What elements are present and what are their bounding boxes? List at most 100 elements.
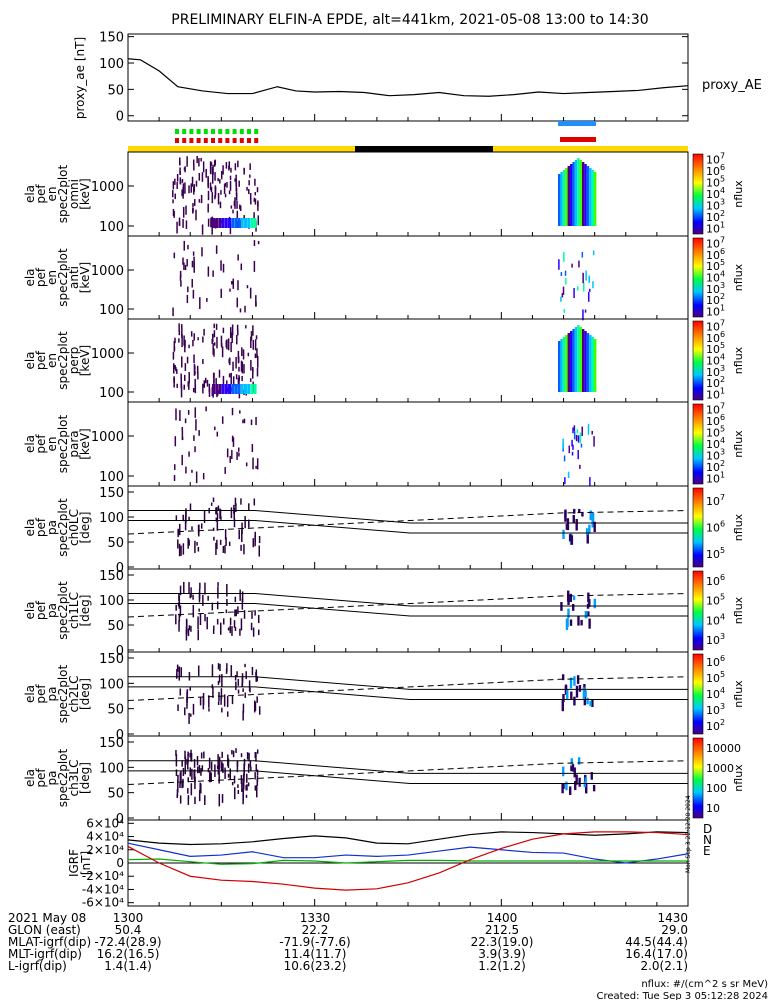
pa-streak-ch1LC xyxy=(175,614,177,625)
pa-streak-ch1LC xyxy=(189,594,191,599)
pa-streak-ch0LC xyxy=(216,518,219,531)
spec-event-anti xyxy=(561,293,564,298)
spec-streak-omni xyxy=(236,200,238,209)
pa-streak-ch0LC xyxy=(215,542,217,555)
footer-row-value: 50.4 xyxy=(115,923,142,937)
spec-streak-para xyxy=(232,437,235,447)
zone-red-dash xyxy=(175,138,179,143)
figure-title: PRELIMINARY ELFIN-A EPDE, alt=441km, 202… xyxy=(171,12,648,28)
pa-streak-ch0LC xyxy=(175,515,178,521)
ylabel-line-para: ela xyxy=(23,435,37,453)
spec-streak-perp xyxy=(197,337,199,341)
spec-streak-para xyxy=(238,452,240,457)
spec-band-perp xyxy=(221,384,225,394)
pa-event-ch3LC xyxy=(571,764,575,772)
pa-streak-ch3LC xyxy=(191,768,193,780)
spec-event-para xyxy=(589,477,591,487)
pa-streak-ch3LC xyxy=(256,775,259,782)
spec-streak-perp xyxy=(173,340,176,352)
pa-streak-ch3LC xyxy=(204,795,206,805)
spec-streak-omni xyxy=(181,189,183,197)
spec-streak-perp xyxy=(202,358,204,364)
pa-streak-ch0LC xyxy=(235,503,237,513)
pa-streak-ch0LC xyxy=(213,536,215,541)
spec-streak-omni xyxy=(198,199,201,203)
igrf-ylabel-line: IGRF xyxy=(67,849,81,877)
spec-streak-anti xyxy=(240,263,243,271)
spec-streak-anti xyxy=(249,287,252,299)
pa-streak-ch1LC xyxy=(179,605,182,617)
spec-streak-anti xyxy=(179,270,182,278)
spec-streak-omni xyxy=(207,190,210,201)
spec-streak-perp xyxy=(193,363,196,376)
spec-streak-omni xyxy=(220,171,223,180)
pa-streak-ch1LC xyxy=(235,609,238,617)
spec-streak-omni xyxy=(195,209,197,221)
pa-event-ch1LC xyxy=(588,599,591,607)
spec-streak-omni xyxy=(224,182,226,187)
spec-event-anti xyxy=(564,270,567,276)
pa-event-ch3LC xyxy=(575,774,578,785)
pa-streak-ch2LC xyxy=(221,674,223,687)
pa-streak-ch1LC xyxy=(198,608,200,612)
igrf-series-E xyxy=(127,858,688,865)
spec-streak-para xyxy=(242,419,244,424)
spec-streak-perp xyxy=(178,338,180,343)
spec-streak-para xyxy=(193,435,195,441)
pa-streak-ch1LC xyxy=(178,595,181,609)
pa-streak-ch3LC xyxy=(200,768,202,772)
spec-streak-perp xyxy=(204,377,207,384)
spec-streak-para xyxy=(245,462,248,467)
pa-streak-ch3LC xyxy=(246,752,249,760)
spec-streak-anti xyxy=(199,297,201,310)
pa-streak-ch0LC xyxy=(182,514,184,522)
spec-streak-anti xyxy=(183,262,185,270)
proxy-ae-ytick-label: 150 xyxy=(99,31,124,46)
spec-event-anti xyxy=(558,259,560,270)
spec-streak-perp xyxy=(236,324,239,331)
pa-event-ch2LC xyxy=(575,685,579,698)
spec-event-perp xyxy=(572,329,575,392)
spec-streak-perp xyxy=(176,369,178,374)
spec-streak-perp xyxy=(221,346,224,358)
spec-streak-omni xyxy=(223,184,226,194)
spec-streak-perp xyxy=(181,356,183,368)
pa-event-ch1LC xyxy=(580,619,583,626)
colorbar-tick-ch3LC: 10000 xyxy=(706,742,741,755)
pa-streak-ch1LC xyxy=(250,622,253,631)
ylabel-line-anti: spec2plot xyxy=(56,248,70,307)
footer-row-value: 22.2 xyxy=(302,923,329,937)
spec-event-perp xyxy=(574,327,578,392)
pa-streak-ch3LC xyxy=(245,784,247,791)
spec-streak-perp xyxy=(180,324,183,329)
spec-streak-perp xyxy=(254,353,257,359)
pa-streak-ch0LC xyxy=(215,517,218,522)
colorbar-perp xyxy=(692,320,704,401)
footer-row-label: MLAT-igrf(dip) xyxy=(8,935,91,949)
proxy-ae-ytick-label: 50 xyxy=(107,83,124,98)
spec-streak-perp xyxy=(172,351,175,360)
spec-streak-perp xyxy=(249,378,252,382)
spec-streak-perp xyxy=(236,334,238,345)
pa-streak-ch3LC xyxy=(222,763,224,773)
pa-streak-ch3LC xyxy=(179,795,182,804)
pa-streak-ch3LC xyxy=(246,784,248,791)
pa-streak-ch2LC xyxy=(178,667,181,681)
pa-event-ch3LC xyxy=(562,766,565,777)
spec-streak-omni xyxy=(250,197,252,205)
footer-row-value: 212.5 xyxy=(485,923,519,937)
igrf-ylabel-line: [nT] xyxy=(79,851,93,875)
igrf-ytick-label: 0 xyxy=(116,856,124,870)
footer-row-value: 3.9(3.9) xyxy=(478,947,526,961)
footer-row-value: 10.6(23.2) xyxy=(284,959,347,973)
pa-streak-ch3LC xyxy=(217,764,220,775)
spec-streak-anti xyxy=(253,240,256,246)
zone-blue-bar xyxy=(558,121,596,126)
pa-streak-ch2LC xyxy=(212,686,214,698)
footer-row-value: 1300 xyxy=(113,911,144,925)
spec-streak-omni xyxy=(256,187,259,193)
spec-streak-perp xyxy=(188,344,190,349)
spec-event-anti xyxy=(560,272,563,276)
spec-streak-perp xyxy=(222,327,225,334)
pa-streak-ch3LC xyxy=(248,752,250,762)
